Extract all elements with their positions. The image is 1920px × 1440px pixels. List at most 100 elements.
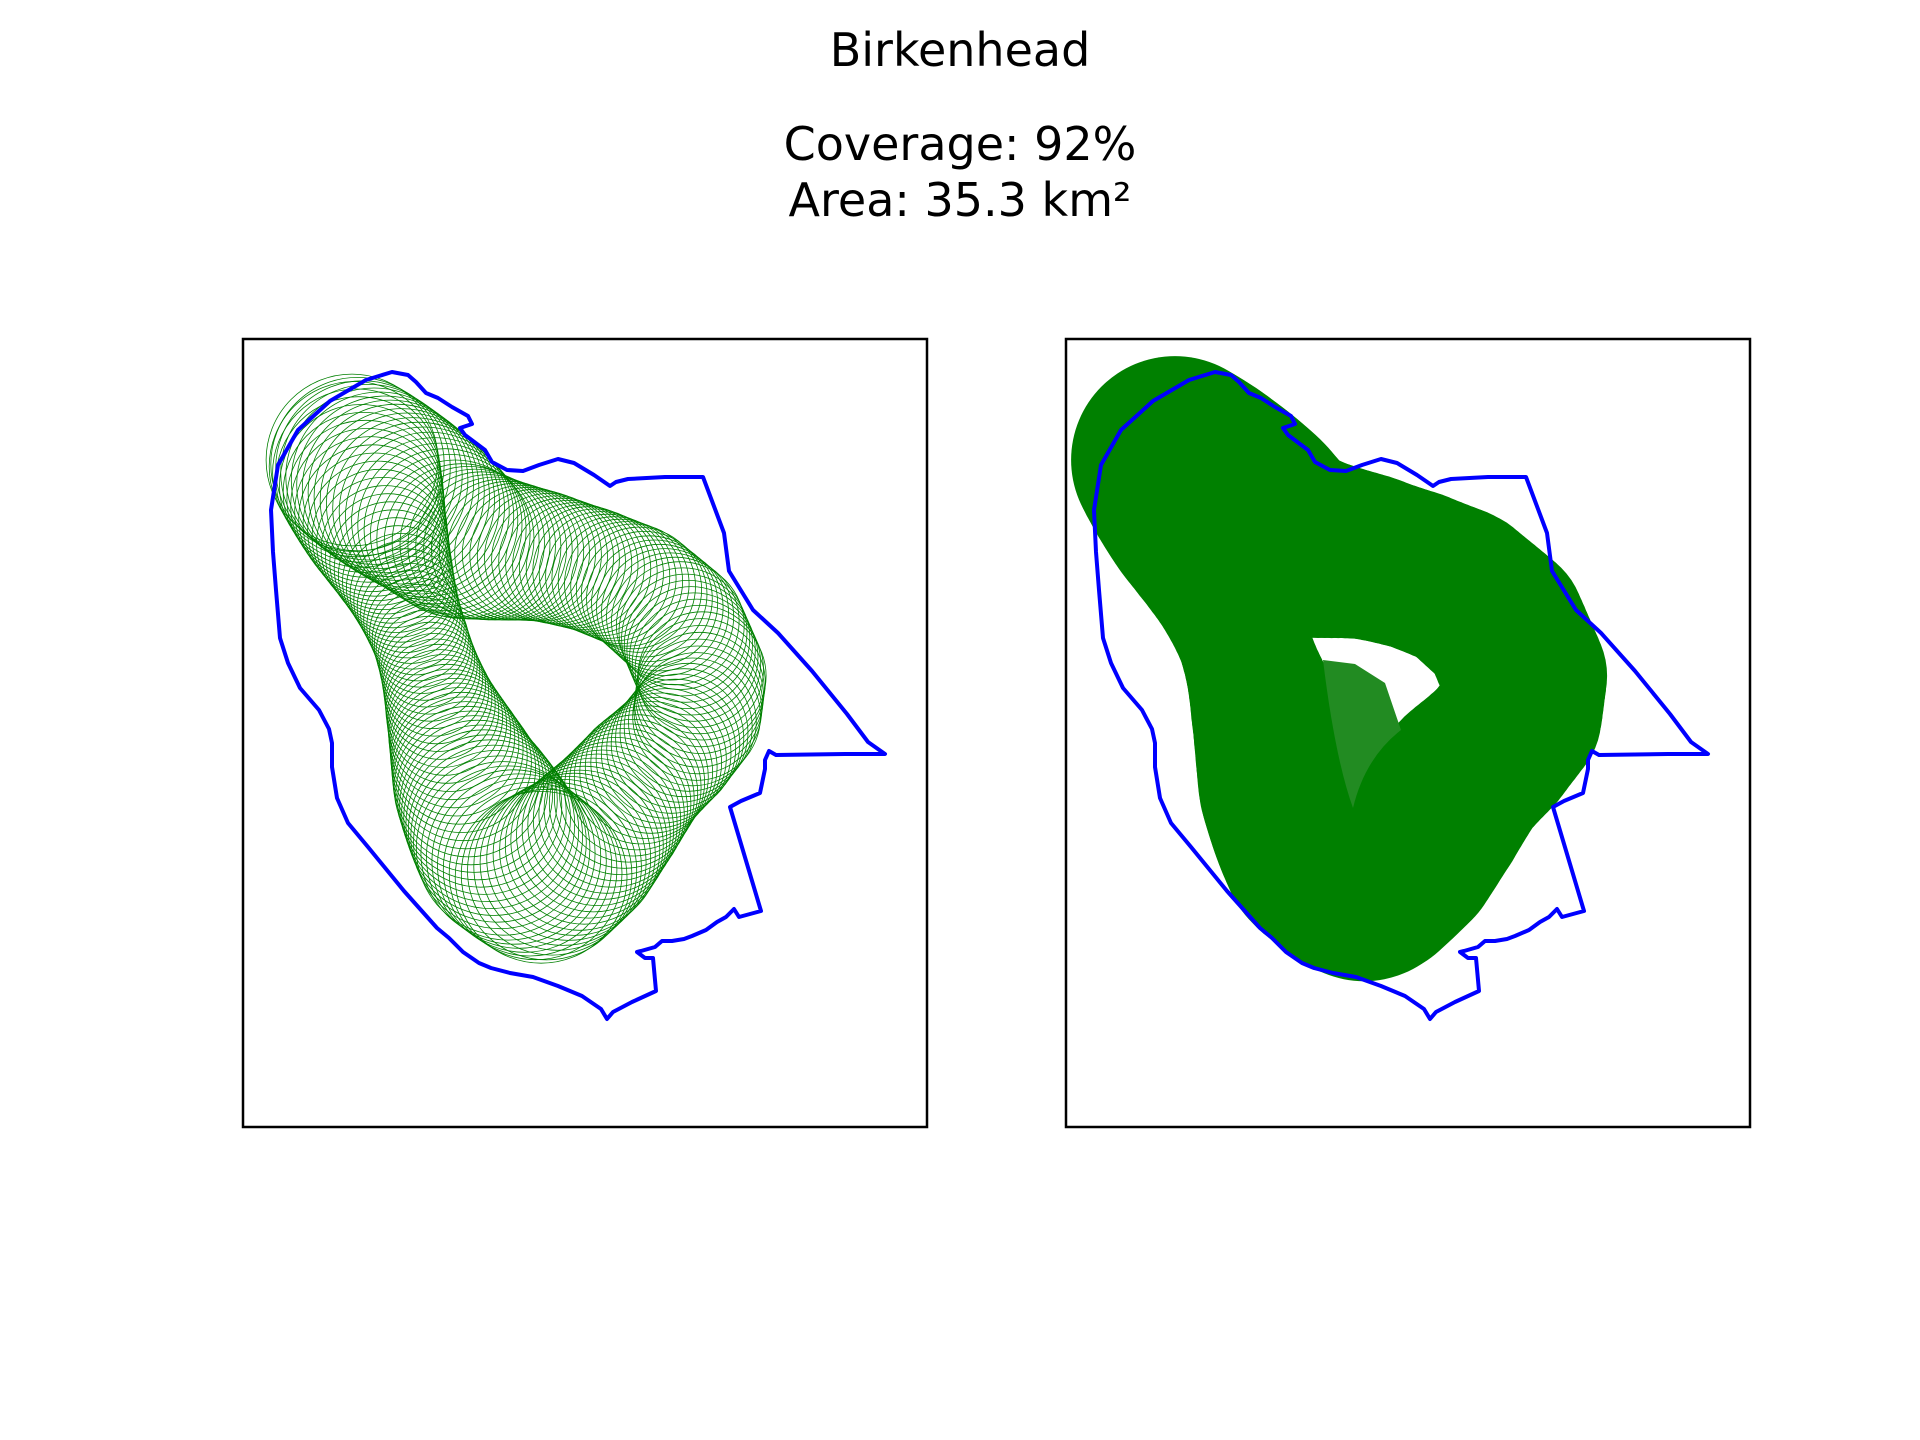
coverage-circle bbox=[525, 506, 652, 632]
coverage-circle bbox=[596, 543, 724, 672]
coverage-circle bbox=[591, 539, 719, 667]
coverage-circle bbox=[370, 453, 531, 615]
coverage-circle bbox=[521, 753, 675, 907]
coverage-circle bbox=[272, 388, 441, 558]
coverage-circle bbox=[290, 428, 445, 583]
coverage-circle bbox=[371, 590, 469, 688]
coverage-circle bbox=[615, 673, 745, 803]
coverage-circle bbox=[403, 734, 571, 903]
coverage-circle bbox=[407, 744, 580, 916]
coverage-circle bbox=[498, 497, 626, 626]
coverage-filled-map-panel bbox=[1064, 337, 1752, 1129]
coverage-circle bbox=[448, 786, 623, 961]
coverage-circle bbox=[399, 724, 563, 888]
coverage-circle bbox=[282, 411, 444, 573]
coverage-circle bbox=[342, 525, 455, 638]
coverage-circle bbox=[548, 732, 692, 876]
coverage-text: Coverage: 92% bbox=[783, 117, 1137, 171]
coverage-circle bbox=[538, 511, 664, 637]
coverage-circle bbox=[553, 728, 695, 869]
coverage-circle bbox=[415, 761, 591, 936]
coverage-circle bbox=[320, 485, 450, 615]
coverage-circle bbox=[294, 436, 446, 588]
coverage-circle bbox=[532, 508, 658, 634]
axes-frame bbox=[1064, 337, 1752, 1129]
coverage-circle bbox=[357, 442, 523, 608]
coverage-circle bbox=[606, 683, 737, 814]
coverage-circle bbox=[527, 749, 678, 900]
coverage-circle bbox=[590, 696, 723, 829]
coverage-circle bbox=[618, 567, 748, 697]
coverage-circle bbox=[568, 714, 705, 851]
coverage-circle bbox=[538, 741, 685, 888]
coverage-circle bbox=[338, 517, 454, 633]
coverage-circle bbox=[606, 552, 735, 681]
coverage-circle bbox=[286, 419, 445, 578]
coverage-circle bbox=[363, 448, 527, 612]
coverage-circle bbox=[279, 404, 443, 568]
coverage-circle bbox=[356, 555, 460, 659]
coverage-circle bbox=[460, 788, 633, 961]
coverage-circle bbox=[377, 609, 476, 708]
figure-title: Birkenhead bbox=[829, 23, 1091, 77]
coverage-circle bbox=[333, 509, 453, 629]
coverage-circle bbox=[454, 790, 628, 964]
coverage-circle bbox=[551, 516, 677, 642]
coverage-circle bbox=[437, 777, 613, 953]
coverage-circle bbox=[426, 769, 602, 945]
coverage-circle bbox=[575, 526, 702, 653]
coverage-circle bbox=[516, 757, 671, 913]
coverage-circle bbox=[285, 387, 463, 565]
coverage-circle bbox=[413, 755, 587, 930]
coverage-circle bbox=[628, 657, 757, 787]
coverage-fill-circle bbox=[1074, 363, 1281, 570]
coverage-outline-map-panel bbox=[241, 337, 929, 1129]
coverage-circle bbox=[307, 460, 448, 602]
coverage-circle bbox=[353, 548, 458, 653]
coverage-circle bbox=[518, 504, 645, 631]
coverage-circle bbox=[338, 426, 510, 598]
coverage-circle bbox=[395, 715, 553, 873]
area-text: Area: 35.3 km² bbox=[788, 173, 1132, 227]
coverage-circle bbox=[479, 779, 647, 946]
coverage-circle bbox=[584, 701, 718, 834]
coverage-circle bbox=[510, 761, 668, 919]
coverage-circle bbox=[623, 662, 753, 792]
coverage-circle bbox=[298, 444, 446, 592]
coverage-circle bbox=[302, 452, 447, 597]
coverage-circle bbox=[307, 403, 485, 581]
coverage-circle bbox=[349, 540, 457, 648]
coverage-outline-map bbox=[241, 337, 929, 1129]
coverage-circle bbox=[442, 782, 618, 957]
coverage-circle-outlines bbox=[265, 373, 767, 964]
coverage-circle bbox=[380, 621, 481, 722]
coverage-circle bbox=[512, 502, 639, 629]
coverage-circle bbox=[311, 468, 449, 606]
coverage-circle bbox=[401, 729, 567, 895]
coverage-circle bbox=[301, 399, 480, 578]
coverage-circle bbox=[601, 688, 732, 819]
coverage-circle bbox=[631, 598, 762, 728]
coverage-circle bbox=[629, 592, 759, 722]
coverage-circle bbox=[504, 765, 664, 925]
coverage-circle bbox=[397, 719, 558, 881]
coverage-circle bbox=[316, 476, 450, 610]
district-boundary bbox=[1092, 370, 1710, 1021]
coverage-gap-region bbox=[1323, 660, 1401, 808]
coverage-circle bbox=[346, 532, 456, 643]
coverage-circle bbox=[492, 772, 656, 936]
coverage-circle bbox=[329, 501, 452, 624]
coverage-circle bbox=[325, 493, 451, 619]
coverage-circle bbox=[615, 561, 745, 690]
coverage-circle bbox=[633, 645, 763, 775]
coverage-filled-map bbox=[1064, 337, 1752, 1129]
coverage-circle bbox=[621, 573, 751, 703]
coverage-circle bbox=[579, 705, 714, 839]
coverage-circle bbox=[296, 395, 474, 574]
axes-frame bbox=[241, 337, 929, 1129]
coverage-circle bbox=[431, 773, 607, 949]
coverage-circle bbox=[268, 381, 440, 552]
district-boundary bbox=[269, 370, 887, 1021]
coverage-circle bbox=[634, 605, 764, 735]
coverage-circle bbox=[382, 633, 486, 737]
